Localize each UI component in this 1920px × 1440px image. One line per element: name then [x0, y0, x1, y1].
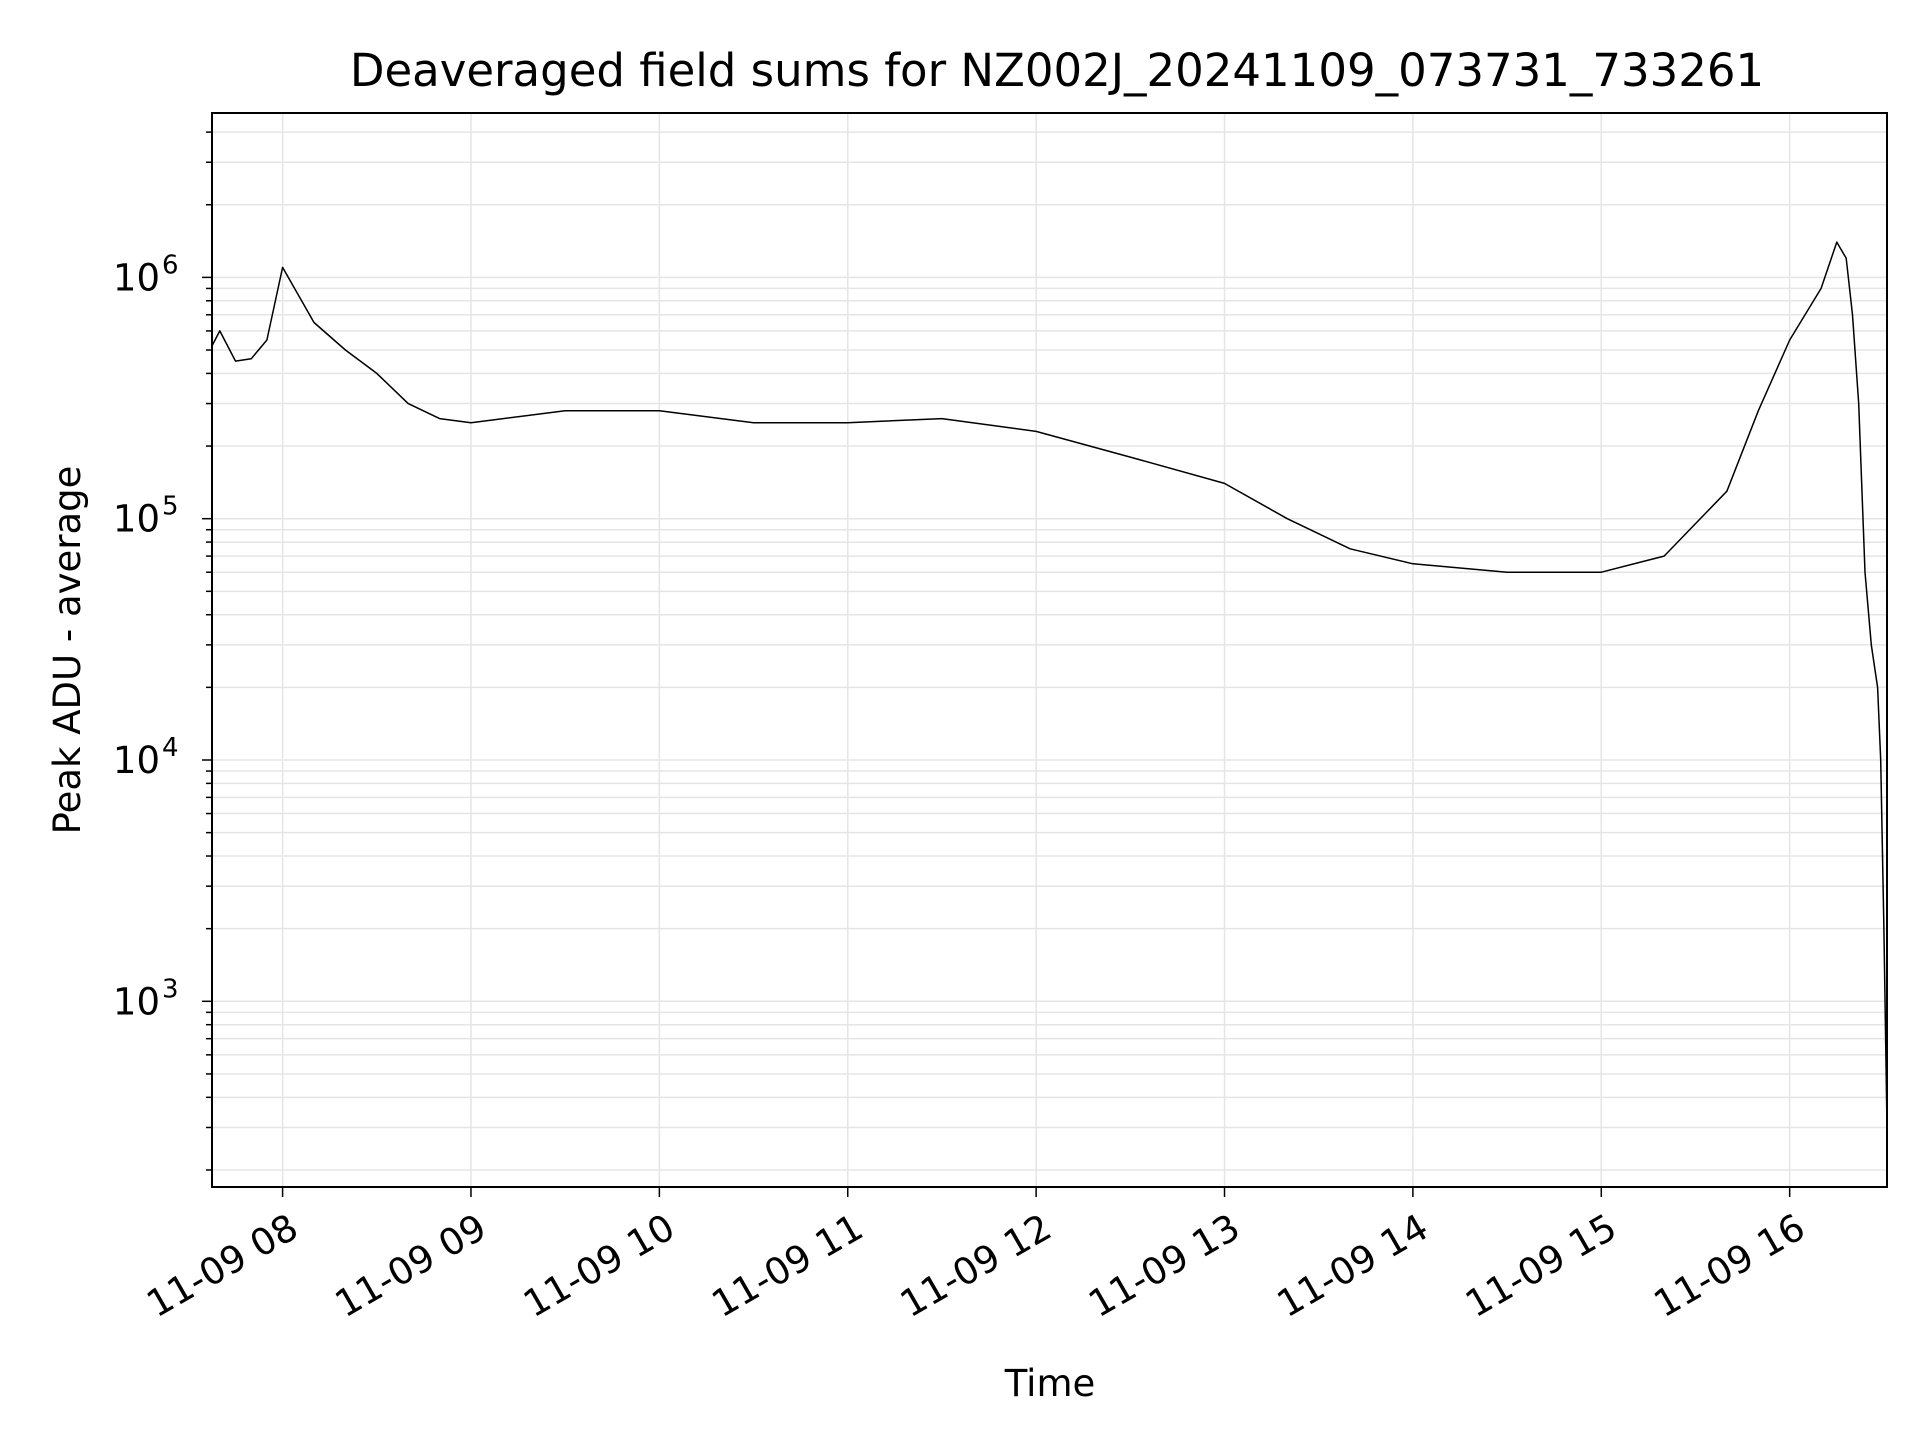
series-line [211, 241, 1888, 1128]
y-tick-label-exponent: 3 [162, 974, 179, 1004]
chart-title: Deaveraged field sums for NZ002J_2024110… [350, 44, 1764, 97]
y-axis-label: Peak ADU - average [46, 466, 89, 835]
y-tick-label-base: 10 [113, 498, 160, 541]
series-layer [211, 241, 1888, 1128]
y-tick-label: 10 6 [113, 250, 179, 299]
y-tick-label-exponent: 4 [162, 733, 179, 763]
y-tick-label: 10 5 [113, 492, 179, 541]
y-tick-label: 10 3 [113, 974, 179, 1023]
y-tick-label-exponent: 6 [162, 250, 179, 280]
plot-area-frame [211, 112, 1888, 1188]
grid-layer [212, 113, 1887, 1187]
y-tick-label-base: 10 [113, 739, 160, 782]
y-tick-label-base: 10 [113, 256, 160, 299]
y-tick-label: 10 4 [113, 733, 179, 782]
y-tick-label-base: 10 [113, 980, 160, 1023]
y-tick-label-exponent: 5 [162, 492, 179, 522]
x-axis-label: Time [1004, 1362, 1096, 1405]
